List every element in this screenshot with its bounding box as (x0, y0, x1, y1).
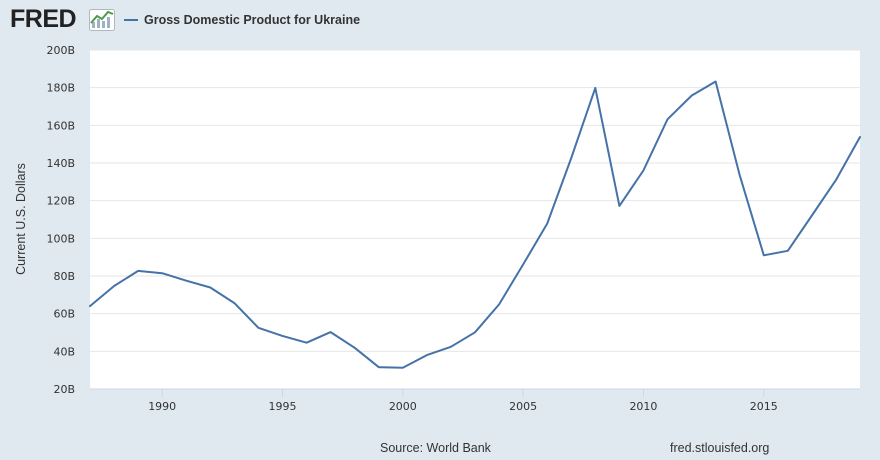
gridlines (90, 49, 860, 352)
y-tick-label: 60B (53, 308, 75, 321)
footer-source: Source: World Bank (380, 441, 491, 455)
data-point[interactable] (521, 263, 525, 267)
data-point[interactable] (160, 271, 164, 275)
data-point[interactable] (353, 346, 357, 350)
data-point[interactable] (545, 222, 549, 226)
x-tick-label: 2010 (629, 400, 657, 413)
data-point[interactable] (641, 169, 645, 173)
data-point[interactable] (112, 284, 116, 288)
data-point[interactable] (281, 334, 285, 338)
y-axis-tick-labels: 20B 40B 60B 80B 100B 120B 140B 160B 180B 200B (46, 44, 75, 396)
data-point[interactable] (473, 330, 477, 334)
fred-logo[interactable]: FRED (10, 5, 77, 33)
data-point[interactable] (449, 345, 453, 349)
y-tick-label: 160B (46, 119, 75, 132)
y-tick-label: 140B (46, 157, 75, 170)
plot-background (90, 50, 860, 389)
data-point[interactable] (497, 302, 501, 306)
x-tick-label: 1990 (148, 400, 176, 413)
y-tick-label: 40B (53, 345, 75, 358)
data-point[interactable] (305, 341, 309, 345)
data-point[interactable] (617, 204, 621, 208)
data-point[interactable] (762, 253, 766, 257)
data-point[interactable] (184, 279, 188, 283)
x-tick-label: 2000 (389, 400, 417, 413)
data-point[interactable] (858, 135, 862, 139)
footer-url[interactable]: fred.stlouisfed.org (670, 441, 770, 455)
legend-series-label: Gross Domestic Product for Ukraine (144, 13, 361, 27)
series-line-0[interactable] (89, 80, 861, 369)
y-tick-label: 200B (46, 44, 75, 57)
y-axis-label: Current U.S. Dollars (14, 163, 28, 275)
data-point[interactable] (593, 86, 597, 90)
x-axis-tick-labels: 1990 1995 2000 2005 2010 2015 (148, 389, 778, 413)
data-point[interactable] (690, 94, 694, 98)
x-tick-label: 2015 (750, 400, 778, 413)
data-point[interactable] (834, 178, 838, 182)
header: FRED Gross Domestic Product for Ukraine (0, 0, 880, 40)
y-tick-label: 120B (46, 195, 75, 208)
data-point[interactable] (714, 79, 718, 83)
data-point[interactable] (401, 366, 405, 370)
data-point[interactable] (377, 365, 381, 369)
fred-graph-logo-icon (89, 9, 115, 31)
data-point[interactable] (810, 214, 814, 218)
data-point[interactable] (666, 117, 670, 121)
data-point[interactable] (425, 353, 429, 357)
data-point[interactable] (786, 249, 790, 253)
data-point[interactable] (232, 301, 236, 305)
y-tick-label: 100B (46, 232, 75, 245)
data-point[interactable] (738, 173, 742, 177)
y-tick-label: 80B (53, 270, 75, 283)
series-layer (88, 79, 862, 370)
y-tick-label: 20B (53, 383, 75, 396)
x-tick-label: 1995 (269, 400, 297, 413)
legend-line-swatch (124, 19, 138, 21)
data-point[interactable] (569, 156, 573, 160)
data-point[interactable] (136, 269, 140, 273)
data-point[interactable] (88, 304, 92, 308)
data-point[interactable] (208, 285, 212, 289)
data-point[interactable] (329, 330, 333, 334)
data-point[interactable] (256, 326, 260, 330)
y-tick-label: 180B (46, 82, 75, 95)
x-tick-label: 2005 (509, 400, 537, 413)
